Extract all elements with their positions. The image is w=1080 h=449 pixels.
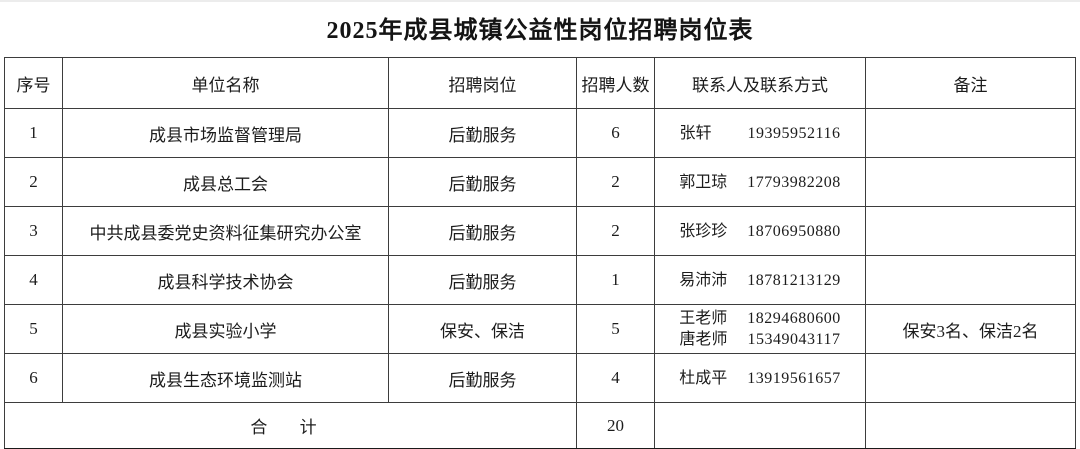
contact-name: 郭卫琼: [679, 173, 728, 191]
note-cell: [865, 108, 1076, 158]
contact-line: 张轩 19395952116: [656, 123, 865, 144]
headcount-cell: 1: [576, 255, 655, 305]
table-body: 1 成县市场监督管理局 后勤服务 6 张轩 19395952116 2 成县总工会…: [4, 108, 1076, 403]
header-position: 招聘岗位: [388, 57, 577, 109]
contact-phone: 19395952116: [747, 124, 841, 142]
contact-name: 张轩: [679, 124, 712, 142]
contact-cell: 张珍珍 18706950880: [654, 206, 866, 256]
contact-name: 易沛沛: [679, 271, 728, 289]
contact-line: 易沛沛 18781213129: [656, 270, 865, 291]
recruitment-table: 序号 单位名称 招聘岗位 招聘人数 联系人及联系方式 备注 1 成县市场监督管理…: [4, 57, 1076, 449]
contact-name: 张珍珍: [679, 222, 728, 240]
table-row: 6 成县生态环境监测站 后勤服务 4 杜成平 13919561657: [4, 353, 1076, 403]
position-cell: 后勤服务: [388, 108, 577, 158]
page-title: 2025年成县城镇公益性岗位招聘岗位表: [326, 18, 754, 44]
note-cell: [865, 353, 1076, 403]
unit-name-cell: 成县生态环境监测站: [62, 353, 389, 403]
row-no-cell: 2: [4, 157, 63, 207]
total-label: 合 计: [4, 402, 577, 449]
note-cell: [865, 157, 1076, 207]
position-cell: 后勤服务: [388, 157, 577, 207]
contact-cell: 张轩 19395952116: [654, 108, 866, 158]
headcount-cell: 2: [576, 206, 655, 256]
contact-phone: 13919561657: [747, 369, 841, 387]
table-header: 序号 单位名称 招聘岗位 招聘人数 联系人及联系方式 备注: [4, 57, 1076, 109]
contact-line: 唐老师 15349043117: [656, 329, 865, 350]
contact-name: 唐老师: [679, 331, 728, 348]
header-headcount: 招聘人数: [576, 57, 655, 109]
header-row: 序号 单位名称 招聘岗位 招聘人数 联系人及联系方式 备注: [4, 57, 1076, 109]
table-row: 2 成县总工会 后勤服务 2 郭卫琼 17793982208: [4, 157, 1076, 207]
unit-name-cell: 成县市场监督管理局: [62, 108, 389, 158]
total-note-cell: [865, 402, 1076, 449]
unit-name-cell: 成县科学技术协会: [62, 255, 389, 305]
table-row: 5 成县实验小学 保安、保洁 5 王老师 18294680600 唐老师 153490…: [4, 304, 1076, 354]
row-no-cell: 4: [4, 255, 63, 305]
contact-line: 张珍珍 18706950880: [656, 221, 865, 242]
total-contact-cell: [654, 402, 866, 449]
total-row: 合 计 20: [4, 402, 1076, 449]
position-cell: 后勤服务: [388, 255, 577, 305]
row-no-cell: 5: [4, 304, 63, 354]
headcount-cell: 6: [576, 108, 655, 158]
row-no-cell: 1: [4, 108, 63, 158]
contact-name: 王老师: [679, 310, 728, 327]
contact-phone: 15349043117: [747, 331, 841, 348]
contact-cell: 王老师 18294680600 唐老师 15349043117: [654, 304, 866, 354]
note-cell: [865, 206, 1076, 256]
total-count: 20: [576, 402, 655, 449]
table-footer: 合 计 20: [4, 402, 1076, 449]
contact-phone: 17793982208: [747, 173, 841, 191]
contact-line: 郭卫琼 17793982208: [656, 172, 865, 193]
headcount-cell: 5: [576, 304, 655, 354]
table-row: 4 成县科学技术协会 后勤服务 1 易沛沛 18781213129: [4, 255, 1076, 305]
headcount-cell: 2: [576, 157, 655, 207]
note-cell: [865, 255, 1076, 305]
position-cell: 后勤服务: [388, 206, 577, 256]
unit-name-cell: 中共成县委党史资料征集研究办公室: [62, 206, 389, 256]
table-row: 1 成县市场监督管理局 后勤服务 6 张轩 19395952116: [4, 108, 1076, 158]
unit-name-cell: 成县总工会: [62, 157, 389, 207]
contact-line: 王老师 18294680600: [656, 308, 865, 329]
header-unit-name: 单位名称: [62, 57, 389, 109]
contact-phone: 18781213129: [747, 271, 841, 289]
unit-name-cell: 成县实验小学: [62, 304, 389, 354]
contact-cell: 易沛沛 18781213129: [654, 255, 866, 305]
contact-phone: 18706950880: [747, 222, 841, 240]
contact-name: 杜成平: [679, 369, 728, 387]
position-cell: 保安、保洁: [388, 304, 577, 354]
contact-phone: 18294680600: [747, 310, 841, 327]
contact-cell: 杜成平 13919561657: [654, 353, 866, 403]
table-row: 3 中共成县委党史资料征集研究办公室 后勤服务 2 张珍珍 18706950880: [4, 206, 1076, 256]
header-no: 序号: [4, 57, 63, 109]
row-no-cell: 6: [4, 353, 63, 403]
header-contact: 联系人及联系方式: [654, 57, 866, 109]
contact-cell: 郭卫琼 17793982208: [654, 157, 866, 207]
contact-line: 杜成平 13919561657: [656, 368, 865, 389]
headcount-cell: 4: [576, 353, 655, 403]
row-no-cell: 3: [4, 206, 63, 256]
header-note: 备注: [865, 57, 1076, 109]
position-cell: 后勤服务: [388, 353, 577, 403]
note-cell: 保安3名、保洁2名: [865, 304, 1076, 354]
